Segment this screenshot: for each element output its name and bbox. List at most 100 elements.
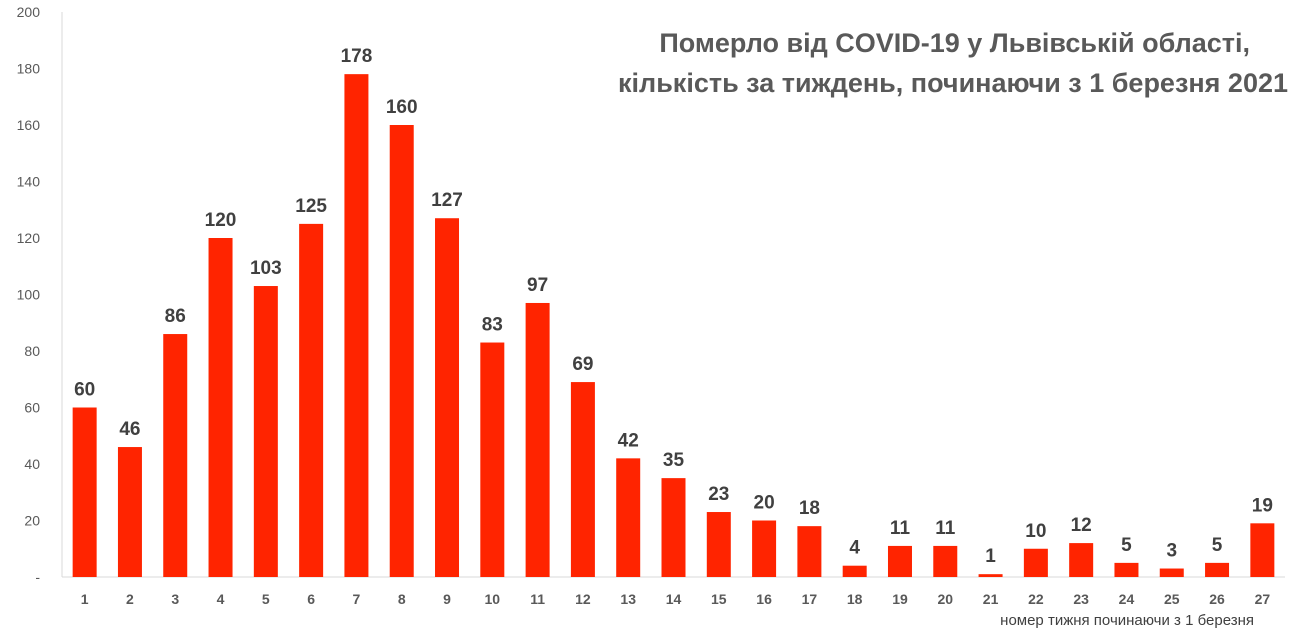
bar bbox=[1114, 562, 1139, 577]
bar bbox=[1069, 543, 1094, 577]
bar bbox=[72, 407, 97, 577]
bar bbox=[1250, 523, 1275, 577]
bar bbox=[525, 302, 550, 577]
x-tick-label: 5 bbox=[262, 591, 270, 607]
x-tick-label: 14 bbox=[666, 591, 682, 607]
bar-data-label: 125 bbox=[295, 196, 327, 217]
x-tick-label: 8 bbox=[398, 591, 406, 607]
x-tick-label: 18 bbox=[847, 591, 863, 607]
bar-data-label: 19 bbox=[1252, 495, 1273, 516]
y-axis-tick-labels: - 20 40 60 80 100 120 140 160 180 200 bbox=[17, 4, 41, 585]
chart-title-line-1: Померло від COVID-19 у Львівській област… bbox=[659, 28, 1250, 58]
bar-data-label: 35 bbox=[663, 450, 685, 471]
x-axis-title: номер тижня починаючи з 1 березня bbox=[1000, 612, 1254, 629]
bar-data-label: 5 bbox=[1121, 535, 1132, 556]
bar bbox=[1159, 568, 1184, 577]
bar-data-label: 160 bbox=[386, 97, 418, 118]
x-tick-label: 16 bbox=[756, 591, 772, 607]
bar-data-label: 97 bbox=[527, 275, 548, 296]
x-tick-label: 24 bbox=[1119, 591, 1135, 607]
bar bbox=[299, 223, 324, 577]
bar-data-label: 18 bbox=[799, 498, 820, 519]
bar-data-label: 5 bbox=[1212, 535, 1223, 556]
bar bbox=[480, 342, 505, 577]
bar bbox=[117, 447, 142, 577]
bar bbox=[1023, 548, 1048, 577]
x-axis-tick-labels: 1 2 3 4 5 6 7 8 9 10 11 12 13 14 15 16 17 18 19 20 21 22 23 24 2… bbox=[81, 591, 1271, 607]
y-tick-label: 180 bbox=[17, 61, 41, 77]
y-tick-label: 160 bbox=[17, 117, 41, 133]
bar-data-label: 127 bbox=[431, 190, 463, 211]
y-tick-label: 40 bbox=[24, 456, 40, 472]
x-tick-label: 27 bbox=[1255, 591, 1271, 607]
bar-data-label: 103 bbox=[250, 258, 282, 279]
x-tick-label: 13 bbox=[620, 591, 636, 607]
x-tick-label: 4 bbox=[217, 591, 225, 607]
bar-data-label: 83 bbox=[482, 315, 503, 336]
bar-data-label: 86 bbox=[165, 306, 186, 327]
x-tick-label: 10 bbox=[485, 591, 501, 607]
bar-data-label: 120 bbox=[205, 210, 237, 231]
chart-title-line-2: кількість за тиждень, починаючи з 1 бере… bbox=[618, 68, 1288, 98]
x-tick-label: 1 bbox=[81, 591, 89, 607]
x-tick-label: 9 bbox=[443, 591, 451, 607]
x-tick-label: 2 bbox=[126, 591, 134, 607]
bar-data-label: 23 bbox=[708, 484, 729, 505]
bar-data-label: 3 bbox=[1166, 541, 1177, 562]
bar bbox=[661, 478, 686, 577]
bar bbox=[706, 512, 731, 577]
bar-data-label: 1 bbox=[985, 546, 996, 567]
bar bbox=[208, 238, 233, 577]
bar bbox=[344, 74, 369, 578]
y-tick-label: 20 bbox=[24, 513, 40, 529]
bar bbox=[435, 218, 460, 577]
bar-data-label: 178 bbox=[341, 46, 373, 67]
x-tick-label: 7 bbox=[353, 591, 361, 607]
bar-data-label: 11 bbox=[935, 518, 956, 539]
x-tick-label: 23 bbox=[1073, 591, 1089, 607]
y-tick-label: 120 bbox=[17, 230, 41, 246]
bar bbox=[616, 458, 641, 577]
x-tick-label: 3 bbox=[171, 591, 179, 607]
bar bbox=[253, 286, 278, 577]
y-tick-label: 80 bbox=[24, 343, 40, 359]
bar bbox=[163, 334, 188, 577]
y-tick-label: 60 bbox=[24, 400, 40, 416]
bar bbox=[389, 125, 414, 577]
x-tick-label: 15 bbox=[711, 591, 727, 607]
x-tick-label: 25 bbox=[1164, 591, 1180, 607]
x-tick-label: 26 bbox=[1209, 591, 1225, 607]
bar bbox=[887, 545, 912, 577]
bar bbox=[570, 382, 595, 577]
bar-data-label: 4 bbox=[849, 538, 860, 559]
bar-data-label: 46 bbox=[119, 419, 140, 440]
x-tick-label: 17 bbox=[802, 591, 818, 607]
bar bbox=[978, 574, 1003, 577]
y-tick-label: 140 bbox=[17, 174, 41, 190]
x-tick-label: 22 bbox=[1028, 591, 1044, 607]
bar bbox=[842, 565, 867, 577]
bar-data-label: 11 bbox=[890, 518, 911, 539]
x-tick-label: 19 bbox=[892, 591, 908, 607]
y-tick-label: 200 bbox=[17, 4, 41, 20]
bar bbox=[933, 545, 958, 577]
x-tick-label: 21 bbox=[983, 591, 999, 607]
y-tick-label: - bbox=[35, 569, 40, 585]
x-tick-label: 6 bbox=[307, 591, 315, 607]
x-tick-label: 20 bbox=[937, 591, 953, 607]
bar bbox=[752, 520, 777, 577]
bar-data-label: 69 bbox=[572, 354, 593, 375]
y-tick-label: 100 bbox=[17, 287, 41, 303]
bar-data-label: 10 bbox=[1025, 521, 1046, 542]
x-tick-label: 11 bbox=[530, 591, 545, 607]
bar-data-label: 42 bbox=[618, 430, 639, 451]
x-tick-label: 12 bbox=[575, 591, 591, 607]
bar-data-label: 12 bbox=[1071, 515, 1092, 536]
bars-group bbox=[72, 74, 1275, 578]
bar-data-label: 60 bbox=[74, 380, 95, 401]
bar-data-label: 20 bbox=[754, 493, 775, 514]
bar bbox=[1205, 562, 1230, 577]
bar bbox=[797, 526, 822, 577]
